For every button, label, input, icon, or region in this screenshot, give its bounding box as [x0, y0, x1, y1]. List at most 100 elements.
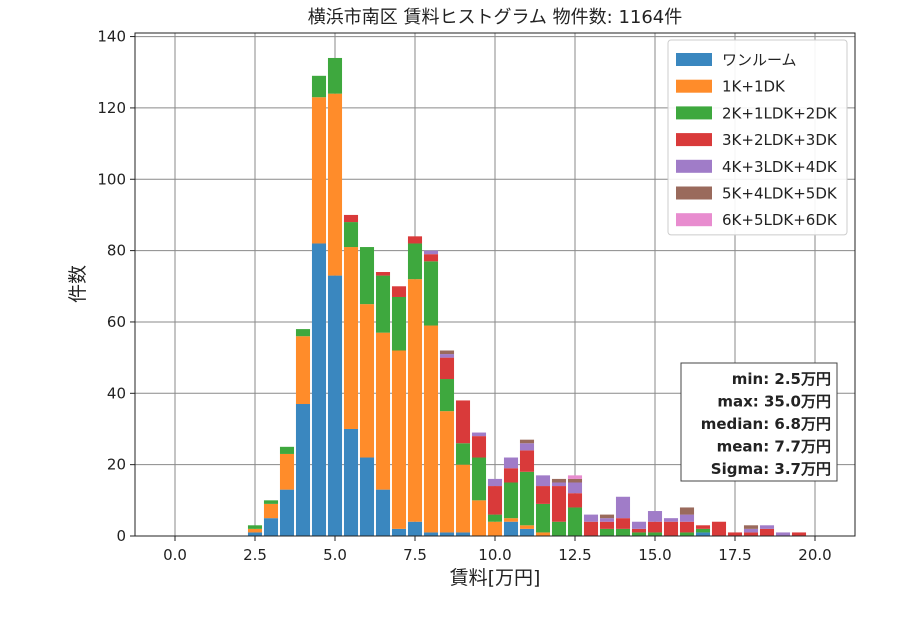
histogram-bar-segment [439, 532, 455, 536]
histogram-bar-segment [423, 325, 439, 533]
histogram-bar-segment [631, 528, 647, 533]
histogram-bar-segment [679, 521, 695, 533]
histogram-bar-segment [615, 518, 631, 529]
histogram-bar-segment [359, 304, 375, 458]
histogram-bar-segment [599, 518, 615, 522]
histogram-bar-segment [295, 404, 311, 536]
histogram-bar-segment [455, 443, 471, 465]
histogram-bar-segment [551, 482, 567, 487]
histogram-bar-segment [391, 286, 407, 297]
y-tick-label: 120 [97, 99, 126, 117]
histogram-bar-segment [535, 475, 551, 487]
histogram-bar-segment [311, 243, 327, 537]
histogram-bar-segment [791, 532, 807, 536]
histogram-bar-segment [727, 532, 743, 536]
histogram-bar-segment [647, 521, 663, 533]
histogram-bar-segment [391, 528, 407, 536]
legend-swatch [676, 159, 712, 173]
histogram-bar-segment [487, 478, 503, 487]
ticks-layer: 0.0 2.5 5.0 7.5 10.0 12.5 15.0 17.5 20.0 0 20 40 60 8… [97, 28, 831, 564]
histogram-bar-segment [759, 528, 775, 536]
histogram-bar-segment [695, 528, 711, 533]
histogram-bar-segment [247, 525, 263, 529]
histogram-bar-segment [615, 496, 631, 519]
histogram-bar-segment [343, 222, 359, 248]
x-tick-label: 5.0 [323, 546, 347, 564]
x-tick-label: 2.5 [243, 546, 267, 564]
histogram-bar-segment [279, 453, 295, 490]
legend-label: 4K+3LDK+4DK [722, 158, 838, 176]
x-tick-label: 17.5 [718, 546, 751, 564]
stats-line: median: 6.8万円 [701, 415, 831, 433]
histogram-bar-segment [535, 486, 551, 504]
histogram-bar-segment [311, 75, 327, 98]
histogram-bar-segment [423, 254, 439, 262]
histogram-bar-segment [407, 521, 423, 536]
histogram-bar-segment [711, 521, 727, 536]
histogram-bar-segment [647, 511, 663, 522]
histogram-bar-segment [359, 247, 375, 305]
histogram-bar-segment [519, 525, 535, 529]
histogram-bar-segment [439, 411, 455, 533]
histogram-bar-segment [567, 482, 583, 494]
histogram-bar-segment [519, 443, 535, 451]
histogram-bar-segment [407, 243, 423, 280]
histogram-bar-segment [439, 350, 455, 355]
histogram-bar-segment [567, 493, 583, 508]
histogram-bar-segment [519, 439, 535, 444]
legend-label: 3K+2LDK+3DK [722, 131, 838, 149]
histogram-bar-segment [503, 457, 519, 469]
histogram-bar-segment [471, 457, 487, 501]
histogram-bar-segment [263, 503, 279, 519]
y-tick-label: 80 [107, 242, 126, 260]
legend-label: 5K+4LDK+5DK [722, 185, 838, 203]
legend-box [667, 39, 848, 236]
stats-line: min: 2.5万円 [732, 370, 831, 388]
histogram-bar-segment [455, 400, 471, 444]
histogram-bar-segment [647, 532, 663, 536]
histogram-bar-segment [455, 464, 471, 533]
histogram-bar-segment [375, 275, 391, 333]
histogram-bar-segment [343, 214, 359, 223]
stats-line: max: 35.0万円 [717, 393, 831, 411]
histogram-bar-segment [487, 514, 503, 522]
histogram-bar-segment [375, 489, 391, 536]
histogram-bar-segment [663, 521, 679, 536]
histogram-bar-segment [439, 379, 455, 412]
histogram-bar-segment [279, 446, 295, 454]
x-tick-label: 15.0 [638, 546, 671, 564]
histogram-bar-segment [343, 247, 359, 429]
histogram-bar-segment [327, 275, 343, 536]
histogram-bar-segment [759, 525, 775, 529]
histogram-bar-segment [775, 532, 791, 536]
histogram-bar-segment [471, 436, 487, 458]
histogram-bar-segment [535, 532, 551, 536]
legend-swatch [676, 53, 712, 66]
histogram-bar-segment [743, 528, 759, 533]
histogram-bar-segment [327, 93, 343, 276]
legend-swatch [676, 186, 712, 200]
histogram-bar-segment [743, 525, 759, 529]
histogram-bar-segment [359, 457, 375, 536]
histogram-bar-segment [663, 518, 679, 522]
legend-swatch [676, 133, 712, 147]
legend-swatch [676, 106, 712, 120]
histogram-bar-segment [343, 428, 359, 536]
histogram-bar-segment [311, 97, 327, 244]
legend: ワンルーム 1K+1DK 2K+1LDK+2DK 3K+2LDK+3DK 4K+3LDK… [667, 39, 848, 236]
histogram-bar-segment [455, 532, 471, 536]
x-tick-label: 7.5 [403, 546, 427, 564]
histogram-bar-segment [295, 329, 311, 337]
histogram-bar-segment [423, 261, 439, 326]
histogram-bar-segment [471, 500, 487, 536]
histogram-bar-segment [679, 532, 695, 536]
histogram-bar-segment [327, 57, 343, 94]
histogram-bar-segment [375, 332, 391, 490]
histogram-bar-segment [519, 450, 535, 472]
y-axis-label: 件数 [67, 265, 89, 303]
histogram-bar-segment [679, 514, 695, 522]
x-tick-label: 20.0 [798, 546, 831, 564]
histogram-bar-segment [599, 528, 615, 536]
histogram-bar-segment [503, 518, 519, 522]
